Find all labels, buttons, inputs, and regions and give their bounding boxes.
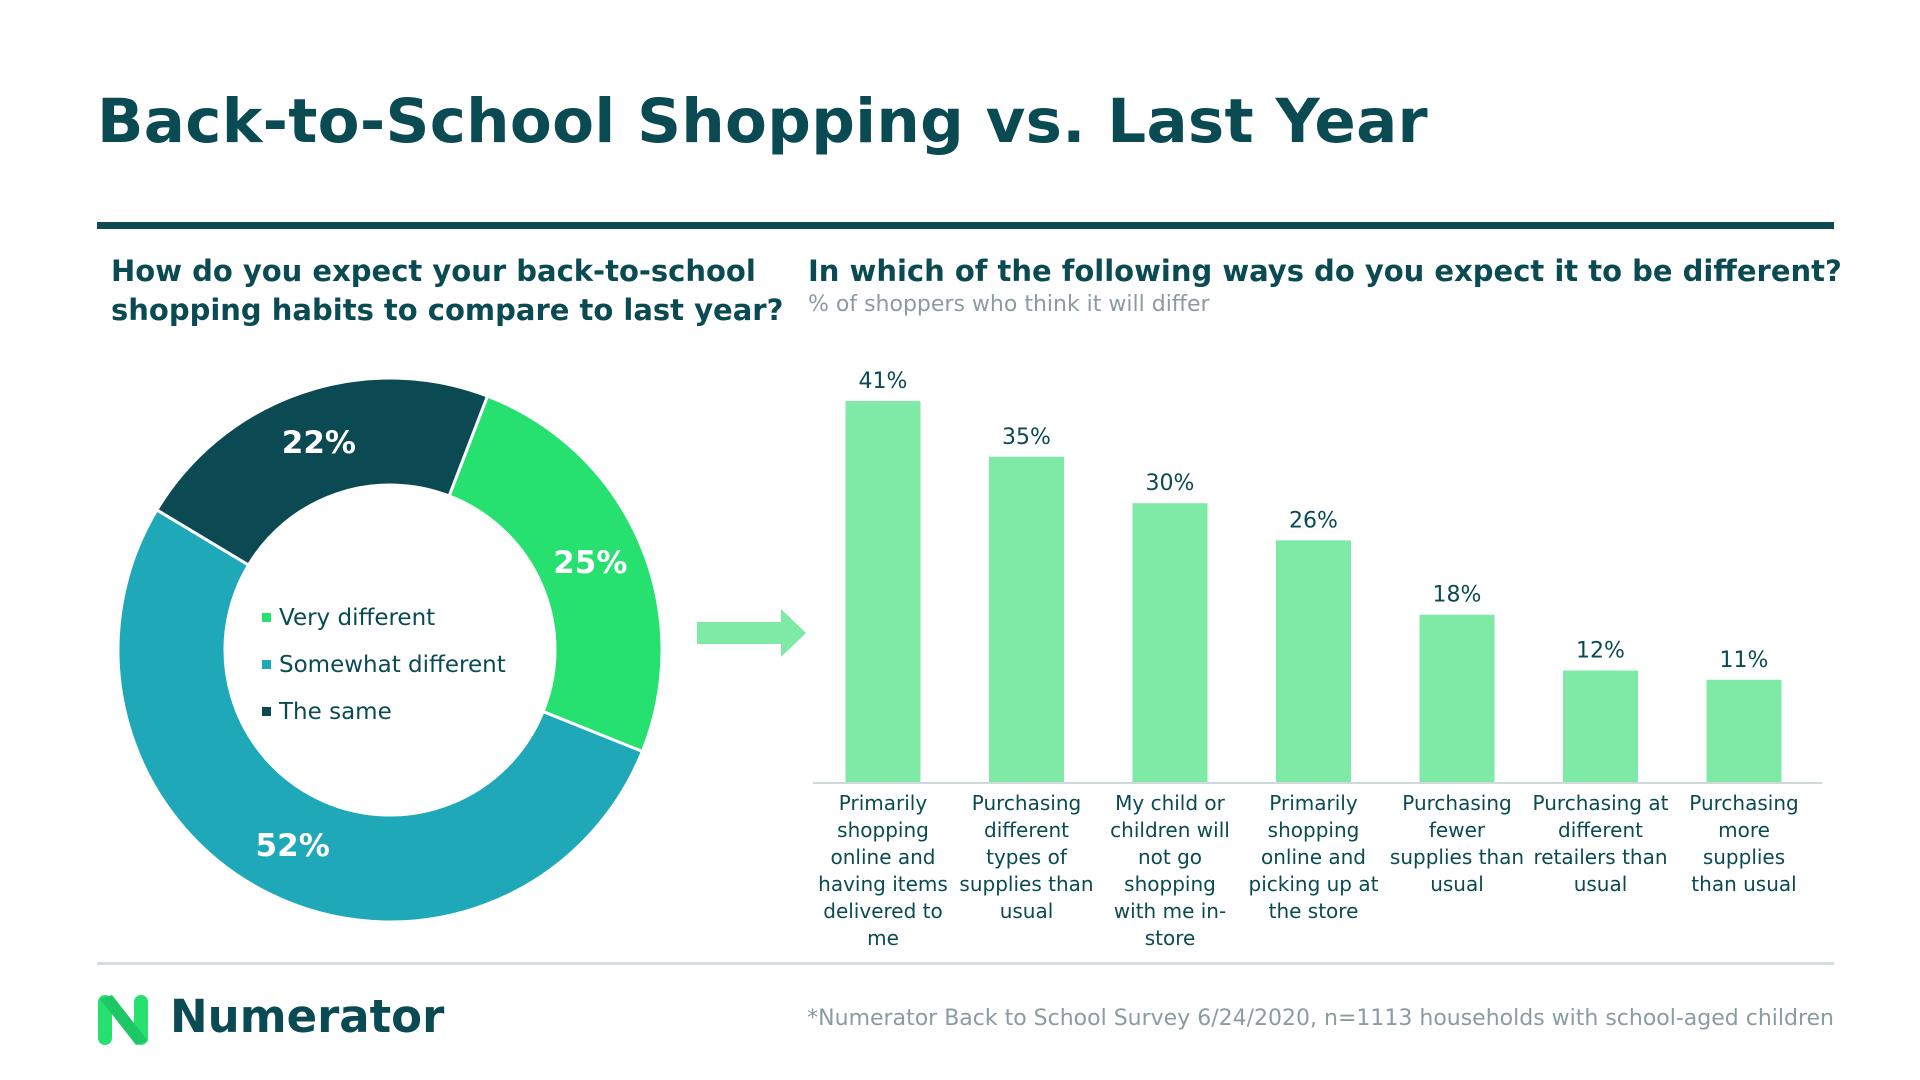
numerator-logo-icon — [98, 995, 148, 1045]
bar-data-label: 11% — [1720, 648, 1769, 673]
category-label-line: different — [984, 818, 1069, 842]
title-divider — [97, 222, 1834, 229]
legend-swatch-the-same — [262, 707, 271, 716]
legend-label: Somewhat different — [279, 651, 506, 678]
category-label-line: with me in- — [1113, 899, 1227, 923]
bar — [1706, 679, 1782, 782]
legend-swatch-somewhat-different — [262, 660, 271, 669]
category-label: Purchasing fewer supplies than usual — [1387, 790, 1527, 898]
category-label-line: My child or — [1115, 791, 1225, 815]
category-label: Primarily shopping online and having items d… — [813, 790, 953, 952]
legend-label: Very different — [279, 604, 436, 631]
category-label: Primarily shopping online and picking up at… — [1244, 790, 1384, 925]
donut-chart — [116, 376, 664, 924]
category-label-line: usual — [1573, 872, 1628, 896]
category-label-line: retailers than — [1533, 845, 1668, 869]
bar-data-label: 18% — [1433, 583, 1482, 608]
bar-data-label: 26% — [1289, 508, 1338, 533]
bar — [1563, 670, 1638, 782]
category-label-line: Purchasing — [1402, 791, 1512, 815]
category-label: Purchasing different types of supplies than… — [957, 790, 1097, 925]
category-label-line: more supplies — [1702, 818, 1786, 869]
legend-swatch-very-different — [262, 613, 271, 622]
legend-item-somewhat-different: Somewhat different — [262, 641, 506, 688]
bar — [1419, 614, 1495, 782]
donut-slice-somewhat-different — [116, 507, 645, 924]
category-label-line: supplies than — [959, 872, 1094, 896]
bar — [1276, 540, 1351, 782]
bar-data-label: 12% — [1576, 638, 1625, 663]
category-label-line: shopping — [1267, 818, 1360, 842]
donut-slice-label: 52% — [255, 827, 330, 864]
donut-question: How do you expect your back-to-school sh… — [111, 254, 784, 327]
category-label-line: not go — [1137, 845, 1203, 869]
brand-name: Numerator — [170, 990, 445, 1043]
right-arrow-icon — [697, 609, 806, 657]
donut-slice-label: 25% — [553, 544, 628, 581]
category-label-line: fewer — [1428, 818, 1486, 842]
category-label-line: Primarily — [1269, 791, 1358, 815]
category-label-line: store — [1144, 926, 1196, 950]
category-label-line: me — [867, 926, 899, 950]
bar-data-label: 30% — [1146, 471, 1195, 496]
category-label: Purchasing at different retailers than usua… — [1531, 790, 1671, 898]
bar — [845, 401, 921, 782]
category-label-line: online and — [830, 845, 936, 869]
category-label-line: shopping — [837, 818, 929, 842]
category-label-line: Purchasing — [971, 791, 1082, 815]
donut-slice-label: 22% — [281, 425, 356, 462]
legend-label: The same — [279, 698, 392, 725]
donut-slice-the-same — [154, 376, 490, 568]
bar-subtitle: % of shoppers who think it will differ — [808, 292, 1210, 317]
page-title: Back-to-School Shopping vs. Last Year — [97, 86, 1428, 157]
bar — [1132, 503, 1208, 782]
category-label-line: Purchasing at — [1532, 791, 1669, 815]
bar-data-label: 41% — [859, 369, 908, 394]
donut-slice-very-different — [447, 394, 664, 754]
bar — [989, 456, 1064, 782]
category-label-line: usual — [1430, 872, 1484, 896]
category-label-line: having items — [818, 872, 948, 896]
category-label-line: shopping — [1124, 872, 1216, 896]
legend-item-the-same: The same — [262, 688, 506, 735]
legend-item-very-different: Very different — [262, 594, 506, 641]
bar-question: In which of the following ways do you ex… — [808, 254, 1842, 288]
category-label-line: Purchasing — [1689, 791, 1799, 815]
category-label-line: usual — [999, 899, 1054, 923]
category-label: Purchasing more supplies than usual — [1674, 790, 1814, 898]
category-label-line: picking up at — [1248, 872, 1379, 896]
category-label-line: than usual — [1691, 872, 1797, 896]
category-label-line: delivered to — [823, 899, 943, 923]
footer-divider — [97, 962, 1834, 965]
category-label-line: online and — [1261, 845, 1366, 869]
category-label-line: the store — [1268, 899, 1359, 923]
category-label-line: children will — [1110, 818, 1230, 842]
category-label-line: types of — [986, 845, 1067, 869]
bar-chart: 41% 35% 30% 26% 18% 12% 11% — [813, 369, 1822, 784]
bar-data-label: 35% — [1002, 425, 1051, 450]
category-label-line: supplies than — [1389, 845, 1525, 869]
category-label-line: Primarily — [838, 791, 928, 815]
donut-legend: Very different Somewhat different The sa… — [262, 594, 506, 735]
category-label: My child or children will not go shopping wi… — [1100, 790, 1240, 952]
footnote: *Numerator Back to School Survey 6/24/20… — [807, 1006, 1834, 1031]
category-label-line: different — [1558, 818, 1643, 842]
